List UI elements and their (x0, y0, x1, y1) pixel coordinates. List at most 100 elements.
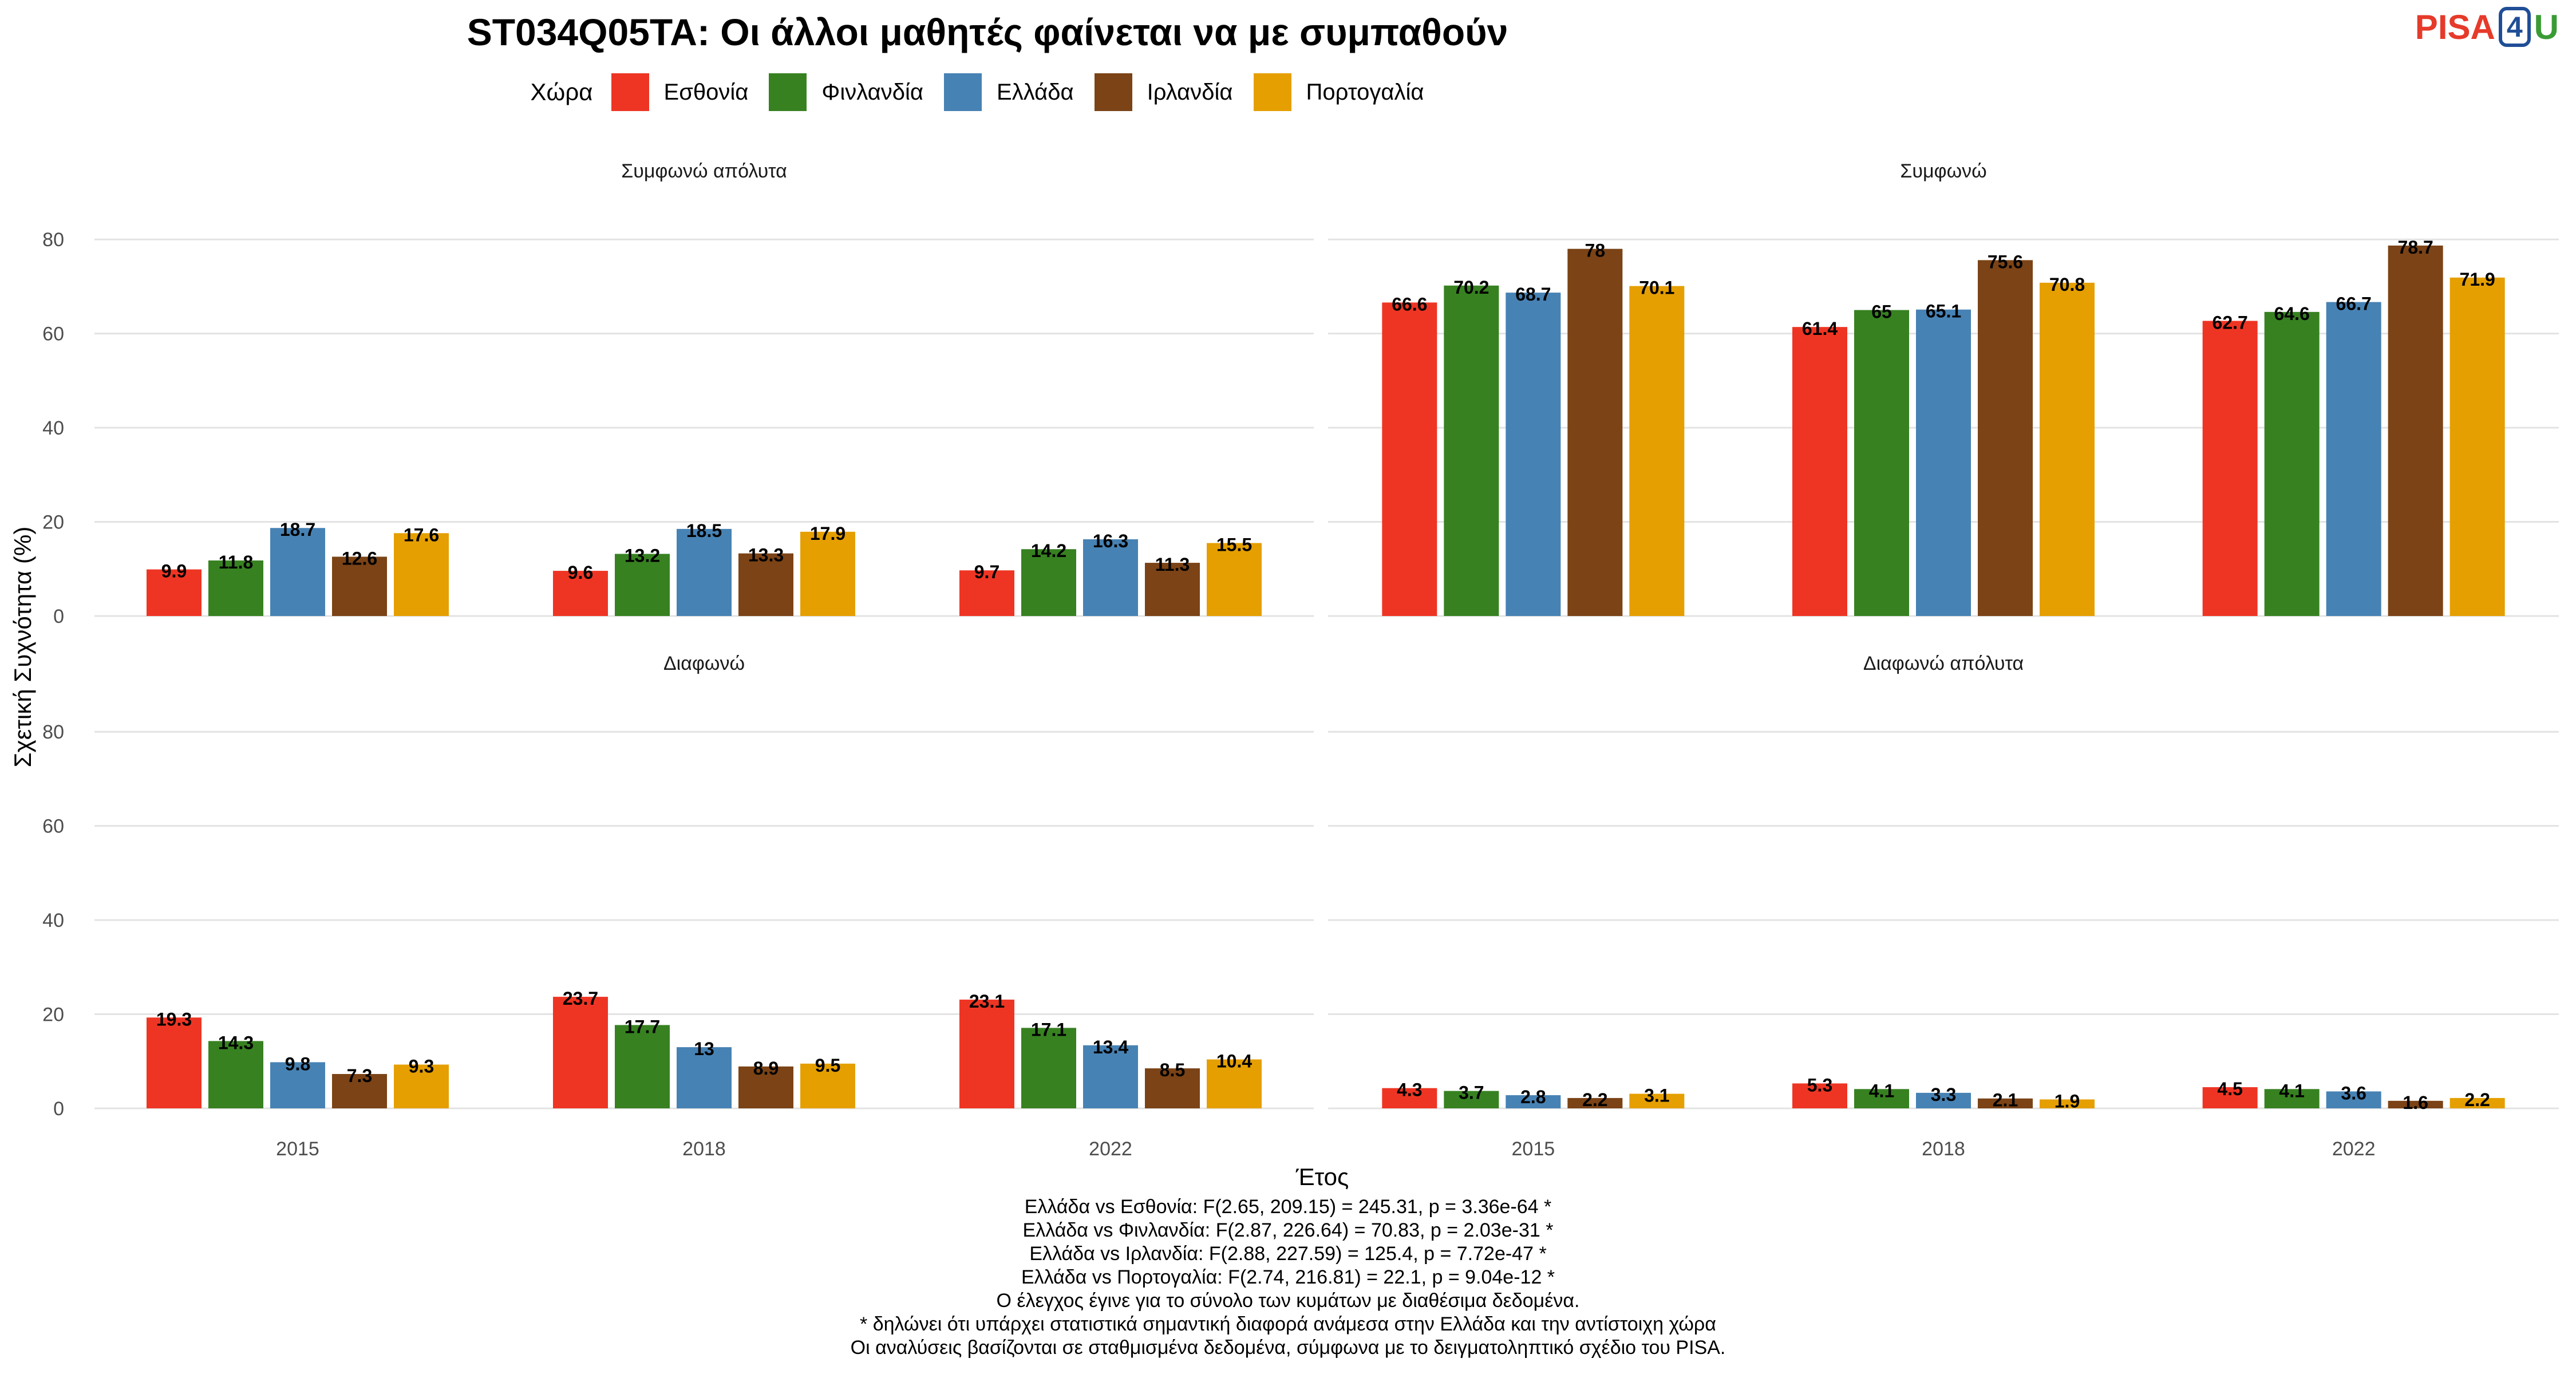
bar (1506, 1095, 1561, 1108)
legend-item-greece: Ελλάδα (944, 73, 1074, 111)
bar (2040, 1099, 2095, 1108)
bar-value-label: 3.3 (1931, 1084, 1956, 1105)
x-tick-label: 2015 (276, 1138, 319, 1160)
bar-value-label: 9.6 (568, 562, 593, 583)
bar (1792, 1083, 1847, 1108)
x-tick-label: 2018 (1922, 1138, 1965, 1160)
legend-swatch-estonia (611, 73, 649, 111)
bar (1145, 1068, 1200, 1108)
bar (1444, 285, 1499, 616)
bar (394, 533, 449, 616)
bar (959, 1000, 1014, 1108)
bar (2264, 1089, 2320, 1108)
bar-value-label: 18.5 (686, 520, 722, 541)
bar-value-label: 13.4 (1093, 1037, 1128, 1057)
bar-value-label: 14.2 (1031, 540, 1066, 561)
bar-value-label: 17.1 (1031, 1019, 1066, 1040)
bar (1854, 1089, 1909, 1108)
bar-value-label: 4.1 (1869, 1080, 1894, 1101)
bar (2326, 302, 2381, 616)
bar-value-label: 70.8 (2049, 274, 2085, 295)
bar-value-label: 2.2 (1582, 1089, 1607, 1110)
bar-value-label: 68.7 (1515, 284, 1551, 305)
bar-value-label: 66.6 (1392, 294, 1427, 314)
legend-item-ireland: Ιρλανδία (1094, 73, 1233, 111)
bar-value-label: 18.7 (280, 519, 315, 540)
logo-four-text: 4 (2498, 7, 2531, 47)
note-line: Οι αναλύσεις βασίζονται σε σταθμισμένα δ… (850, 1337, 1726, 1359)
bar-value-label: 1.6 (2403, 1092, 2428, 1113)
bar (2202, 321, 2258, 616)
bar (332, 556, 387, 616)
bar (1207, 1059, 1262, 1108)
bar-value-label: 2.1 (1993, 1090, 2018, 1111)
bar (2388, 1100, 2443, 1108)
x-tick-label: 2018 (682, 1138, 726, 1160)
bar (1916, 309, 1971, 616)
bar-value-label: 23.1 (969, 991, 1005, 1012)
bar (147, 1017, 202, 1108)
legend-label-portugal: Πορτογαλία (1306, 79, 1424, 105)
bar-value-label: 4.3 (1397, 1080, 1422, 1100)
bar-value-label: 17.6 (404, 524, 439, 545)
note-line: Ο έλεγχος έγινε για το σύνολο των κυμάτω… (996, 1290, 1580, 1312)
y-tick-label: 60 (42, 323, 64, 345)
legend-label-estonia: Εσθονία (663, 79, 749, 105)
bar (2202, 1087, 2258, 1108)
pisa4u-logo: PISA 4 U (2415, 7, 2559, 47)
bar-value-label: 15.5 (1216, 535, 1252, 555)
bar (959, 570, 1014, 616)
y-tick-label: 60 (42, 816, 64, 838)
y-tick-label: 80 (42, 229, 64, 251)
panel-strip-label: Συμφωνώ απόλυτα (621, 160, 787, 182)
bar (800, 531, 855, 616)
bar-value-label: 19.3 (156, 1009, 192, 1029)
bar (1854, 310, 1909, 616)
bar (270, 528, 325, 616)
bar (553, 571, 608, 616)
bar-value-label: 12.6 (342, 548, 377, 568)
panel-strip-label: Διαφωνώ (663, 653, 745, 674)
bar (1207, 543, 1262, 616)
bar-value-label: 70.2 (1453, 277, 1489, 298)
bar-value-label: 3.6 (2341, 1083, 2366, 1103)
bar (615, 1025, 670, 1108)
bar-value-label: 17.7 (625, 1016, 660, 1037)
note-line: Ελλάδα vs Ιρλανδία: F(2.88, 227.59) = 12… (1029, 1243, 1547, 1265)
bar (1567, 1097, 1623, 1108)
bar-value-label: 9.8 (285, 1053, 310, 1074)
note-line: * δηλώνει ότι υπάρχει στατιστικά σημαντι… (860, 1313, 1716, 1335)
bar (738, 553, 793, 616)
bar (1021, 549, 1076, 616)
bar-value-label: 11.8 (219, 552, 254, 572)
bar-value-label: 78.7 (2398, 237, 2433, 258)
legend-label-finland: Φινλανδία (821, 79, 924, 105)
note-line: Ελλάδα vs Πορτογαλία: F(2.74, 216.81) = … (1021, 1266, 1555, 1288)
panel-strip-label: Διαφωνώ απόλυτα (1863, 653, 2024, 674)
bar (677, 1047, 732, 1108)
x-tick-label: 2022 (1089, 1138, 1132, 1160)
bar (147, 569, 202, 616)
bar-value-label: 65.1 (1926, 301, 1961, 322)
y-tick-label: 40 (42, 417, 64, 439)
bar (1444, 1091, 1499, 1108)
bar-value-label: 61.4 (1802, 318, 1838, 339)
bar-value-label: 17.9 (810, 523, 846, 544)
bar (394, 1064, 449, 1108)
y-axis-title: Σχετική Συχνότητα (%) (9, 527, 36, 768)
y-tick-label: 0 (53, 606, 64, 627)
x-tick-label: 2015 (1512, 1138, 1555, 1160)
bar-value-label: 13 (694, 1039, 714, 1059)
bar-value-label: 9.7 (974, 562, 999, 582)
legend-title: Χώρα (530, 78, 593, 105)
bar (615, 554, 670, 616)
bar (1083, 539, 1138, 616)
chart-title: ST034Q05TA: Οι άλλοι μαθητές φαίνεται να… (467, 11, 1508, 53)
bar (270, 1062, 325, 1108)
chart-notes: Ελλάδα vs Εσθονία: F(2.65, 209.15) = 245… (0, 1195, 2576, 1360)
x-tick-label: 2022 (2332, 1138, 2376, 1160)
y-tick-label: 80 (42, 721, 64, 743)
bar (553, 997, 608, 1108)
bar-value-label: 3.1 (1644, 1085, 1669, 1106)
bar (1978, 260, 2033, 616)
